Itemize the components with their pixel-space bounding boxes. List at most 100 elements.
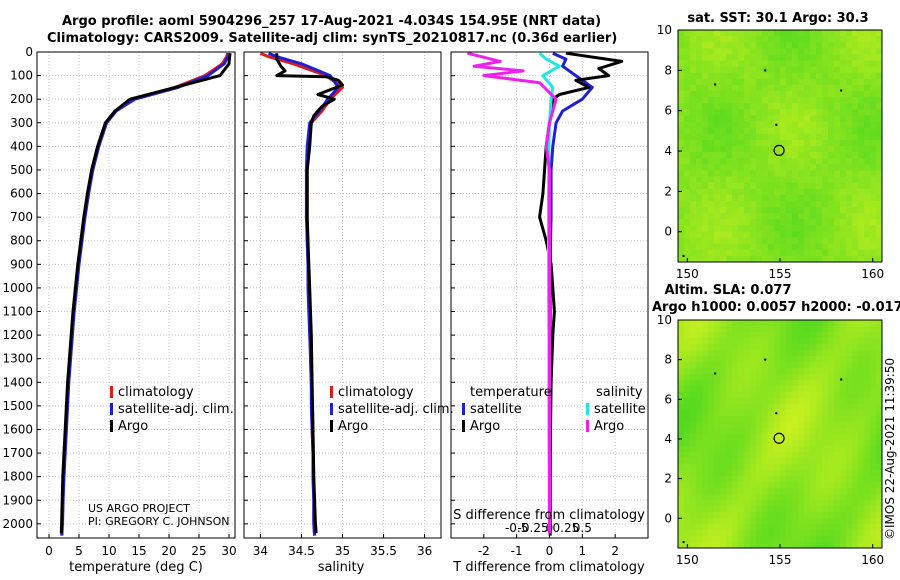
map-cell xyxy=(714,243,721,251)
map-cell xyxy=(762,452,769,459)
map-cell xyxy=(708,207,715,214)
map-cell xyxy=(786,446,793,453)
map-cell xyxy=(864,164,871,171)
map-cell xyxy=(846,200,853,208)
map-cell xyxy=(786,225,793,232)
map-cell xyxy=(858,194,865,202)
map-cell xyxy=(744,338,751,345)
map-cell xyxy=(840,428,847,435)
island-speck xyxy=(763,69,767,72)
map-cell xyxy=(852,237,859,245)
map-cell xyxy=(720,338,727,345)
map-cell xyxy=(726,72,733,80)
map-cell xyxy=(840,255,847,263)
map-cell xyxy=(846,392,853,399)
map-cell xyxy=(756,404,763,411)
x-tick-label: 15 xyxy=(131,544,146,558)
map-cell xyxy=(678,428,685,435)
map-cell xyxy=(864,500,871,507)
map-cell xyxy=(762,530,769,537)
map-cell xyxy=(762,72,769,80)
map-cell xyxy=(720,255,727,263)
map-cell xyxy=(876,446,883,453)
map-cell xyxy=(744,512,751,519)
map-cell xyxy=(840,207,847,214)
map-cell xyxy=(762,188,769,196)
map-cell xyxy=(756,170,763,177)
map-cell xyxy=(798,362,805,369)
map-cell xyxy=(678,530,685,537)
map-cell xyxy=(834,542,841,549)
map-cell xyxy=(678,434,685,441)
map-cell xyxy=(762,200,769,208)
map-cell xyxy=(750,350,757,357)
map-cell xyxy=(696,91,703,98)
map-cell xyxy=(792,176,799,184)
map-cell xyxy=(846,344,853,351)
map-cell xyxy=(684,243,691,251)
map-cell xyxy=(858,368,865,375)
map-cell xyxy=(792,518,799,525)
map-cell xyxy=(852,524,859,531)
map-cell xyxy=(756,176,763,184)
map-cell xyxy=(738,416,745,423)
map-cell xyxy=(684,344,691,351)
map-cell xyxy=(840,121,847,129)
map-cell xyxy=(738,404,745,411)
map-cell xyxy=(816,176,823,184)
map-cell xyxy=(690,446,697,453)
map-cell xyxy=(816,237,823,245)
map-cell xyxy=(714,518,721,525)
map-cell xyxy=(732,482,739,489)
legend-swatch-satellite xyxy=(110,403,113,415)
map-cell xyxy=(828,170,835,177)
map-cell xyxy=(840,416,847,423)
map-cell xyxy=(780,410,787,417)
map-cell xyxy=(810,536,817,543)
map-cell xyxy=(684,434,691,441)
map-cell xyxy=(756,428,763,435)
map-cell xyxy=(876,536,883,543)
map-cell xyxy=(774,78,781,86)
map-cell xyxy=(726,464,733,471)
map-cell xyxy=(732,452,739,459)
map-cell xyxy=(678,243,685,251)
map-cell xyxy=(768,398,775,405)
map-cell xyxy=(822,72,829,80)
map-cell xyxy=(876,200,883,208)
map-cell xyxy=(714,115,721,122)
map-cell xyxy=(768,350,775,357)
map-cell xyxy=(780,362,787,369)
map-cell xyxy=(840,84,847,92)
map-cell xyxy=(702,127,709,135)
map-cell xyxy=(756,194,763,202)
map-cell xyxy=(738,500,745,507)
map-cell xyxy=(828,200,835,208)
map-cell xyxy=(822,30,829,37)
map-cell xyxy=(732,512,739,519)
map-cell xyxy=(804,66,811,74)
map-cell xyxy=(870,494,877,501)
map-cell xyxy=(702,518,709,525)
map-y-tick-label: 2 xyxy=(664,184,672,198)
map-cell xyxy=(690,127,697,135)
map-cell xyxy=(858,326,865,333)
map-cell xyxy=(798,243,805,251)
map-cell xyxy=(696,344,703,351)
map-cell xyxy=(852,121,859,129)
legend-swatch-argo xyxy=(110,420,113,432)
map-cell xyxy=(870,200,877,208)
map-cell xyxy=(780,392,787,399)
map-cell xyxy=(738,158,745,165)
map-cell xyxy=(678,194,685,202)
map-cell xyxy=(738,36,745,43)
map-cell xyxy=(828,464,835,471)
map-cell xyxy=(798,121,805,129)
map-cell xyxy=(750,48,757,55)
map-cell xyxy=(696,176,703,184)
map-cell xyxy=(834,524,841,531)
map-cell xyxy=(870,170,877,177)
y-tick-label: 400 xyxy=(10,139,33,153)
legend-label-climatology: climatology xyxy=(118,385,194,400)
map-cell xyxy=(756,470,763,477)
